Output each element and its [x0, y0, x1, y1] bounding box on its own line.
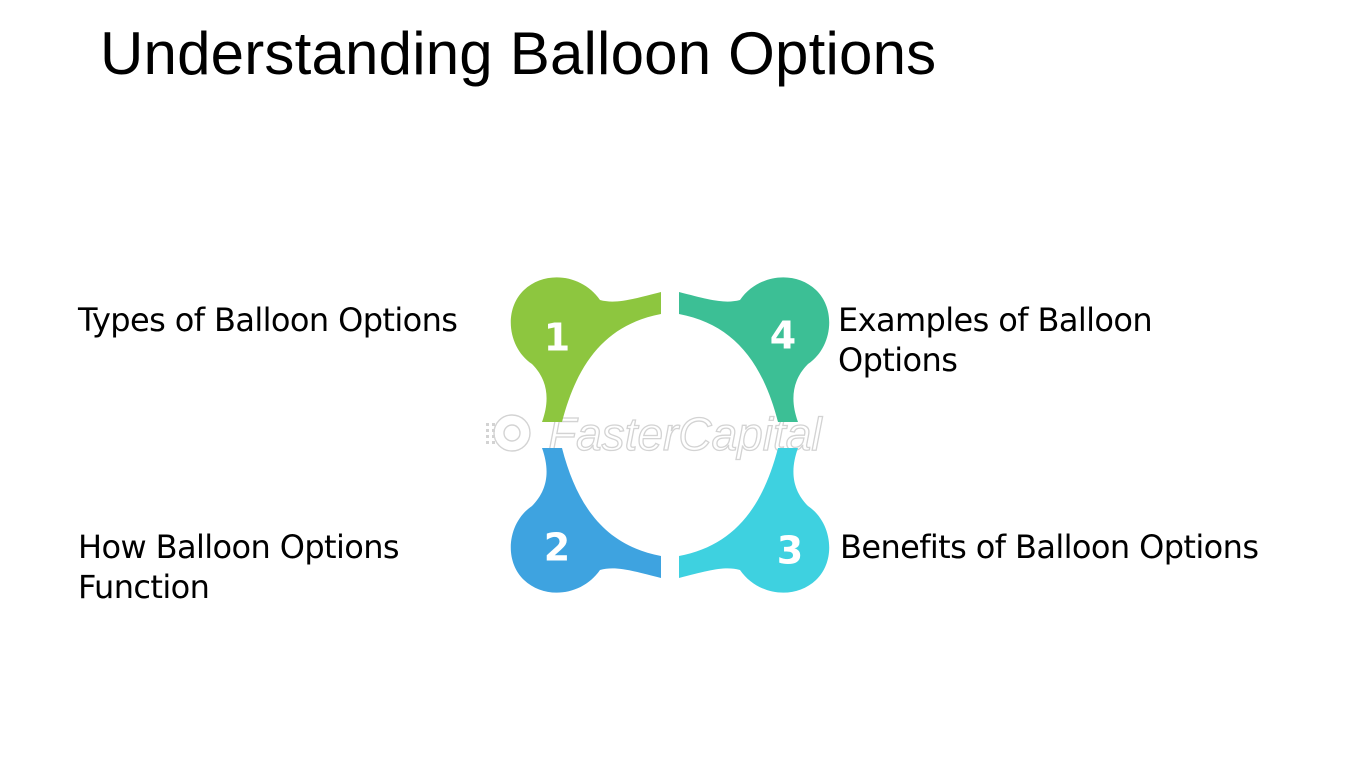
balloon-cycle-diagram: FasterCapital 1 4 2 3 — [486, 277, 830, 593]
watermark: FasterCapital — [486, 407, 824, 461]
petal-1: 1 — [510, 277, 661, 422]
petal-2-number: 2 — [544, 526, 570, 570]
petal-4: 4 — [679, 277, 830, 422]
petal-2: 2 — [510, 448, 661, 593]
item-4-label: Examples of Balloon Options — [838, 301, 1153, 379]
petal-4-number: 4 — [770, 314, 796, 358]
watermark-gear-icon — [486, 414, 531, 452]
petal-3-shape — [679, 448, 830, 593]
petal-2-shape — [510, 448, 661, 593]
petal-3: 3 — [679, 448, 830, 593]
item-3-label: Benefits of Balloon Options — [840, 528, 1259, 566]
petal-4-shape — [679, 277, 830, 422]
petal-1-shape — [510, 277, 661, 422]
slide-title: Understanding Balloon Options — [100, 20, 937, 87]
item-2-label: How Balloon Options Function — [78, 528, 400, 606]
petal-3-number: 3 — [777, 529, 803, 573]
petal-1-number: 1 — [544, 316, 570, 360]
item-1-label: Types of Balloon Options — [78, 301, 458, 339]
